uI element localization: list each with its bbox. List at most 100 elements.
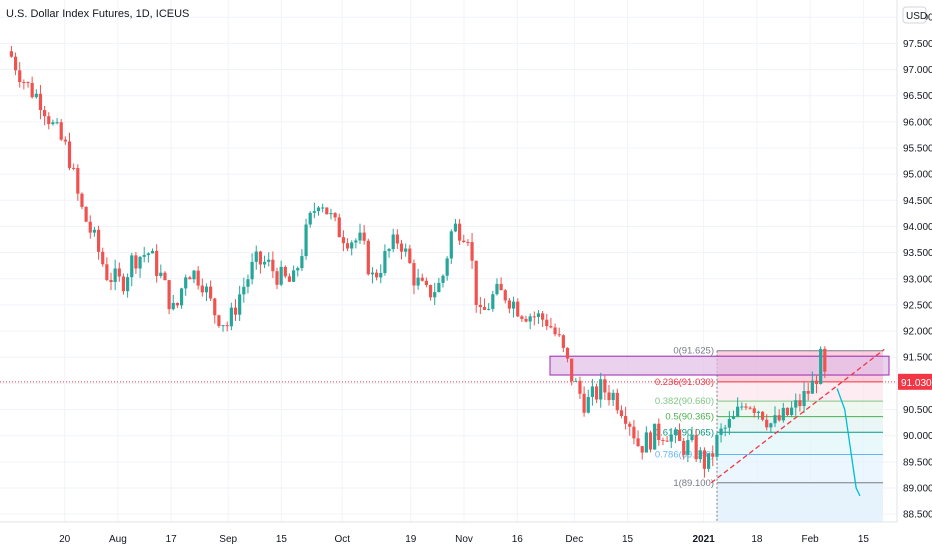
candle-body [640, 446, 644, 453]
candle-body [511, 301, 516, 309]
candle-body [67, 141, 72, 168]
candle-body [117, 268, 121, 277]
time-tick-label: 18 [751, 534, 763, 545]
candle-body [258, 251, 263, 265]
candle-body [383, 251, 387, 273]
candle-body [665, 440, 669, 442]
candle-body [462, 240, 466, 242]
candle-body [9, 51, 14, 57]
candle-body [777, 415, 781, 421]
candle-body [246, 279, 250, 287]
candle-body [636, 438, 640, 447]
candle-body [296, 268, 300, 271]
candle-body [765, 419, 769, 428]
candle-body [325, 207, 329, 215]
candle-body [624, 416, 628, 424]
currency-label[interactable]: USD [906, 11, 927, 22]
candle-body [47, 116, 51, 125]
candle-body [499, 283, 503, 291]
time-tick-label: 19 [405, 534, 417, 545]
candle-body [806, 391, 810, 394]
currency-button-frame[interactable] [902, 6, 927, 24]
chart-title: U.S. Dollar Index Futures, 1D, ICEUS [6, 8, 189, 20]
candle-body [204, 286, 209, 293]
candle-body [34, 93, 38, 98]
candle-body [549, 326, 553, 328]
projection-path[interactable] [836, 388, 861, 497]
candle-body [445, 258, 449, 276]
candle-body [209, 286, 213, 299]
candle-body [184, 277, 188, 289]
candle-body [88, 221, 92, 233]
resistance-zone-box[interactable] [549, 355, 890, 376]
overlays [710, 348, 885, 497]
candle-body [756, 411, 761, 413]
resistance-zone[interactable] [549, 355, 890, 376]
candle-body [615, 392, 619, 411]
price-tick-label: 89.500 [903, 457, 932, 468]
candle-body [586, 396, 590, 413]
candle-body [798, 400, 802, 407]
time-tick-label: Nov [455, 534, 473, 545]
fib-level-label: 0.382(90.660) [655, 396, 714, 407]
trendline[interactable] [710, 348, 885, 484]
candle-body [350, 242, 354, 249]
time-tick-label: 16 [512, 534, 524, 545]
price-tick-label: 95.000 [903, 170, 932, 181]
candle-body [673, 430, 678, 435]
candle-body [217, 315, 221, 327]
price-axis[interactable]: 88.50089.00089.50090.00090.50091.00091.5… [903, 13, 932, 521]
candle-body [225, 325, 229, 327]
candle-body [773, 415, 777, 424]
candle-body [657, 423, 661, 441]
candle-body [802, 391, 806, 407]
candle-body [740, 406, 744, 408]
time-tick-label: Dec [565, 534, 583, 545]
time-tick-label: Feb [802, 534, 820, 545]
candle-body [819, 348, 823, 385]
candle-body [130, 255, 134, 278]
candle-body [731, 416, 736, 419]
candle-body [146, 253, 150, 256]
time-axis[interactable]: 20 Aug 17 Sep 15 Oct 19 Nov 16 Dec 15 2021 18 Feb 15 [59, 534, 869, 545]
candle-body [707, 453, 711, 469]
candle-body [345, 243, 350, 249]
candle-body [715, 434, 719, 457]
candle-body [287, 276, 292, 282]
candle-body [262, 261, 267, 265]
candle-body [470, 242, 474, 261]
candle-body [723, 427, 727, 429]
candle-body [611, 392, 615, 401]
candle-body [570, 358, 574, 382]
price-tick-label: 91.500 [903, 353, 932, 364]
candle-body [213, 298, 217, 316]
candle-body [507, 300, 512, 309]
candle-body [769, 423, 773, 428]
candle-body [686, 440, 690, 455]
time-tick-label: 15 [622, 534, 634, 545]
candle-body [121, 276, 126, 292]
candle-body [648, 432, 653, 450]
candle-body [150, 250, 155, 254]
candle-body [105, 264, 109, 280]
currency-button[interactable]: USD [902, 6, 927, 24]
candle-body [532, 316, 536, 318]
candle-body [366, 240, 370, 275]
candle-body [18, 70, 22, 83]
price-tick-label: 97.500 [903, 39, 932, 50]
candle-body [200, 285, 204, 293]
fib-band [717, 381, 883, 402]
candle-body [92, 229, 97, 233]
candle-body [316, 207, 321, 212]
candle-body [727, 418, 731, 428]
candle-body [337, 217, 341, 238]
candle-body [545, 319, 549, 327]
candle-body [677, 430, 682, 441]
candle-body [96, 229, 101, 252]
candle-body [30, 82, 34, 98]
price-tick-label: 95.500 [903, 144, 932, 155]
price-tick-label: 93.000 [903, 274, 932, 285]
last-price-badge [898, 373, 932, 390]
candle-body [744, 406, 748, 408]
